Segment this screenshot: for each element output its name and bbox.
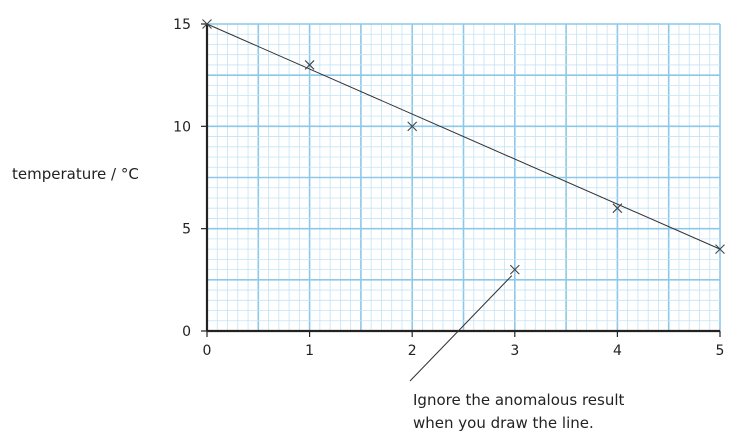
y-tick-label: 15 xyxy=(173,17,191,33)
best-fit-line xyxy=(206,23,721,250)
data-point xyxy=(715,244,725,255)
x-tick-label: 3 xyxy=(510,343,519,359)
data-point xyxy=(304,60,315,70)
data-point xyxy=(612,203,623,214)
data-point xyxy=(202,19,212,29)
annotation-line-1: Ignore the anomalous result xyxy=(413,391,625,409)
data-point xyxy=(509,264,520,275)
x-tick-label: 2 xyxy=(408,343,417,359)
annotation-line-2: when you draw the line. xyxy=(413,414,594,432)
annotation-pointer xyxy=(409,275,513,382)
axes xyxy=(205,24,720,333)
tick-labels: 0 1 2 3 4 5 0 5 10 15 xyxy=(173,17,724,359)
data-point xyxy=(407,121,418,132)
y-tick-label: 10 xyxy=(173,119,191,135)
x-tick-label: 0 xyxy=(203,343,212,359)
x-tick-label: 5 xyxy=(716,343,725,359)
y-tick-label: 5 xyxy=(182,222,191,238)
x-tick-label: 4 xyxy=(613,343,622,359)
data-points xyxy=(202,19,725,275)
y-tick-label: 0 xyxy=(182,324,191,340)
grid xyxy=(206,23,721,332)
y-axis-label: temperature / °C xyxy=(12,165,139,183)
x-tick-label: 1 xyxy=(305,343,314,359)
